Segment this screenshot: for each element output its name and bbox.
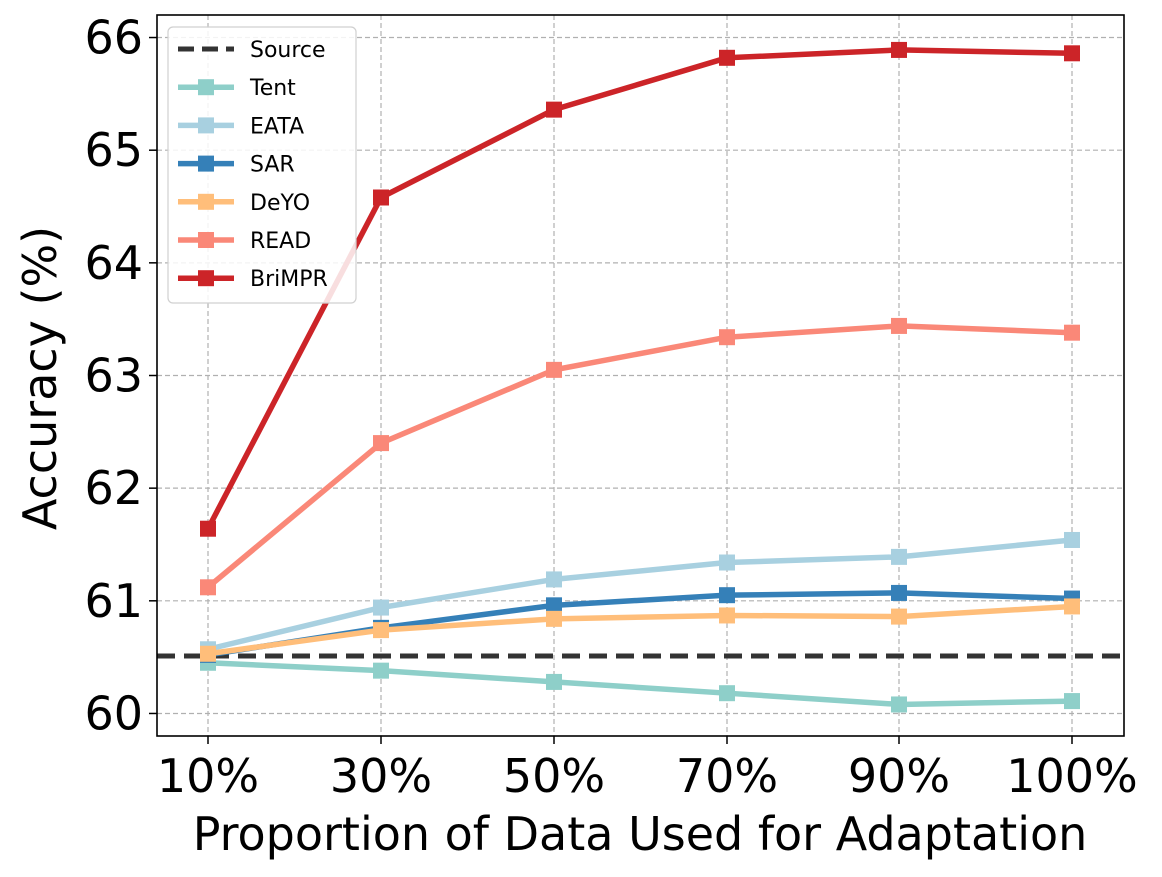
x-tick-label: 50% xyxy=(503,749,605,803)
data-point-deyo xyxy=(891,608,907,625)
data-point-deyo xyxy=(1064,598,1080,615)
data-point-eata xyxy=(719,554,735,571)
series-tent xyxy=(200,654,1080,713)
y-tick-label: 62 xyxy=(84,461,143,515)
series-sar xyxy=(200,584,1080,663)
y-tick-label: 64 xyxy=(84,236,143,290)
data-point-tent xyxy=(373,662,389,679)
legend-entry-source: Source xyxy=(178,38,326,63)
x-tick-label: 70% xyxy=(676,749,778,803)
data-point-tent xyxy=(891,696,907,713)
x-axis-ticks: 10% 30% 50% 70% 90% 100% xyxy=(157,736,1138,803)
x-axis-label: Proportion of Data Used for Adaptation xyxy=(193,807,1088,861)
data-point-sar xyxy=(719,587,735,604)
series-line-read xyxy=(206,323,1073,590)
legend-box xyxy=(167,26,357,304)
y-axis-label: Accuracy (%) xyxy=(13,226,67,530)
data-point-deyo xyxy=(719,607,735,624)
legend-marker xyxy=(198,79,214,96)
legend-marker xyxy=(198,232,214,248)
x-tick-label: 30% xyxy=(330,749,432,803)
y-tick-label: 63 xyxy=(84,349,143,403)
data-point-eata xyxy=(1064,531,1080,548)
data-point-deyo xyxy=(373,622,389,639)
data-point-read xyxy=(200,579,216,596)
data-point-read xyxy=(546,361,562,378)
data-point-tent xyxy=(1064,693,1080,710)
series-line-deyo xyxy=(207,603,1073,657)
data-point-brimpr xyxy=(891,41,907,58)
data-point-deyo xyxy=(546,610,562,627)
legend-entry-eata: EATA xyxy=(178,114,304,139)
data-point-brimpr xyxy=(546,101,562,118)
legend-entry-read: READ xyxy=(178,229,311,254)
legend-label: Tent xyxy=(249,76,296,101)
series-line-sar xyxy=(207,590,1073,658)
data-point-eata xyxy=(373,599,389,616)
data-point-brimpr xyxy=(1064,45,1080,62)
series-line-eata xyxy=(207,537,1073,652)
data-point-read xyxy=(1064,324,1080,341)
legend-entry-deyo: DeYO xyxy=(178,191,310,216)
y-tick-label: 61 xyxy=(84,574,143,628)
data-point-sar xyxy=(546,597,562,614)
x-tick-label: 100% xyxy=(1006,749,1138,803)
legend-label: BriMPR xyxy=(250,267,328,292)
legend-label: READ xyxy=(250,229,311,254)
legend-marker xyxy=(198,155,214,172)
legend-marker xyxy=(198,117,214,134)
x-tick-label: 90% xyxy=(848,749,950,803)
legend: Source Tent EATA SAR DeYO READ BriMPR xyxy=(167,26,357,304)
series-line-tent xyxy=(207,660,1073,708)
data-point-read xyxy=(373,435,389,452)
data-point-eata xyxy=(891,548,907,565)
data-point-sar xyxy=(891,584,907,601)
data-point-deyo xyxy=(200,645,216,662)
series-read xyxy=(200,317,1080,596)
series-group xyxy=(200,41,1080,713)
y-tick-label: 65 xyxy=(84,123,143,177)
legend-marker xyxy=(198,270,214,287)
legend-label: SAR xyxy=(250,153,295,178)
legend-entry-brimpr: BriMPR xyxy=(178,267,328,292)
data-point-read xyxy=(719,329,735,346)
data-point-read xyxy=(891,317,907,334)
data-point-eata xyxy=(546,571,562,588)
y-axis-ticks: 60 61 62 63 64 65 66 xyxy=(84,11,157,740)
y-tick-label: 60 xyxy=(84,686,143,740)
legend-label: EATA xyxy=(250,114,304,139)
data-point-tent xyxy=(719,685,735,702)
legend-entry-tent: Tent xyxy=(178,76,296,101)
y-tick-label: 66 xyxy=(84,11,143,65)
data-point-brimpr xyxy=(200,520,216,537)
legend-label: Source xyxy=(250,38,326,63)
legend-label: DeYO xyxy=(250,191,310,216)
data-point-tent xyxy=(546,673,562,690)
legend-entry-sar: SAR xyxy=(178,153,295,178)
legend-marker xyxy=(198,193,214,210)
data-point-brimpr xyxy=(719,49,735,66)
series-deyo xyxy=(200,598,1080,662)
data-point-brimpr xyxy=(373,189,389,206)
x-tick-label: 10% xyxy=(157,749,259,803)
